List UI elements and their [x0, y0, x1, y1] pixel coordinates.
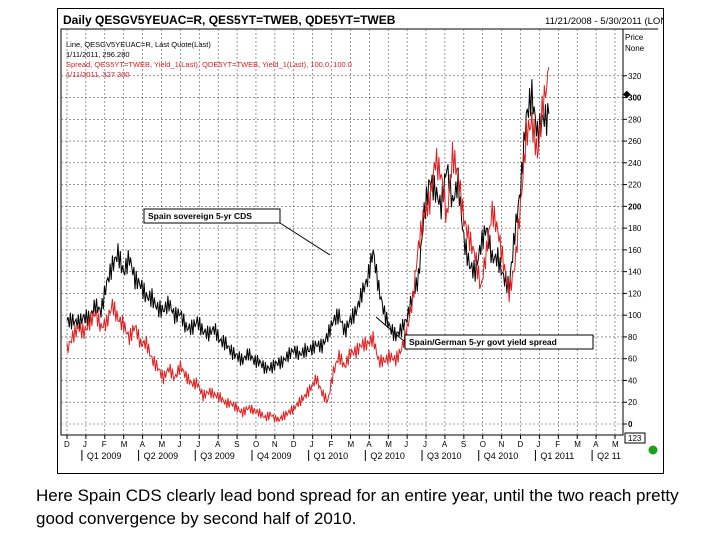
y-tick-label: 220	[628, 181, 642, 190]
x-month-label: J	[404, 440, 408, 449]
x-axis-ticks: D J F M A M J J A S O N D J F M A M J J A S O N D J F M A M Q1 2009 Q2 …	[64, 435, 621, 461]
y-tick-label: 140	[628, 268, 642, 277]
x-month-label: M	[158, 440, 165, 449]
x-month-label: N	[272, 440, 278, 449]
x-month-label: M	[385, 440, 392, 449]
chart-title: Daily QESGV5YEUAC=R, QES5YT=TWEB, QDE5YT…	[63, 13, 396, 27]
x-quarter-label: Q2 2009	[144, 451, 179, 461]
scale-box-label: 123	[628, 434, 642, 443]
price-label: Price	[625, 33, 644, 42]
x-month-label: F	[102, 440, 107, 449]
series-lines	[66, 66, 550, 423]
x-month-label: A	[140, 440, 146, 449]
cds-annotation-pointer	[279, 222, 331, 256]
x-month-label: A	[366, 440, 372, 449]
y-tick-label: 320	[628, 72, 642, 81]
chart-svg: Daily QESGV5YEUAC=R, QES5YT=TWEB, QDE5YT…	[60, 13, 663, 461]
x-month-label: J	[83, 440, 87, 449]
cds-annotation-text: Spain sovereign 5-yr CDS	[148, 211, 252, 221]
legend-cds-last: 1/11/2011, 296.280	[66, 50, 130, 59]
x-month-label: J	[310, 440, 314, 449]
y-tick-label: 120	[628, 289, 642, 298]
series-line-spread	[66, 66, 550, 423]
chart-frame: Daily QESGV5YEUAC=R, QES5YT=TWEB, QDE5YT…	[57, 8, 664, 474]
y-axis-ticks: 0 20 40 60 80 100 120 140 160 180 200 220 240 260 280 3…	[623, 72, 642, 429]
x-month-label: A	[442, 440, 448, 449]
x-quarter-label: Q4 2010	[484, 451, 519, 461]
y-tick-label: 260	[628, 137, 642, 146]
x-month-label: N	[499, 440, 505, 449]
y-tick-label: 200	[628, 202, 642, 211]
caption: Here Spain CDS clearly lead bond spread …	[36, 486, 679, 528]
y-tick-label: 300	[628, 94, 642, 103]
gridlines	[61, 29, 623, 435]
x-month-label: M	[121, 440, 128, 449]
x-month-label: F	[555, 440, 560, 449]
y-tick-label: 80	[628, 333, 637, 342]
diamond-icon: ◆	[623, 89, 631, 100]
x-month-label: A	[593, 440, 599, 449]
none-label: None	[625, 44, 645, 53]
x-quarter-label: Q1 2009	[87, 451, 122, 461]
legend-spread-last: 1/11/2011, 327.300	[66, 70, 130, 79]
y-tick-label: 0	[628, 420, 633, 429]
x-quarter-label: Q2 2010	[370, 451, 405, 461]
x-quarter-label: Q1 2010	[314, 451, 349, 461]
x-month-label: O	[253, 440, 259, 449]
y-tick-label: 40	[628, 376, 637, 385]
y-tick-label: 160	[628, 246, 642, 255]
x-month-label: F	[329, 440, 334, 449]
legend-line-cds: Line, QESGV5YEUAC=R, Last Quote(Last)	[66, 40, 211, 49]
x-quarter-label: Q3 2010	[427, 451, 462, 461]
x-month-label: S	[461, 440, 466, 449]
x-month-label: J	[196, 440, 200, 449]
x-quarter-label: Q4 2009	[257, 451, 292, 461]
x-quarter-label: Q2 11	[597, 451, 621, 461]
plot-area	[60, 28, 624, 436]
x-month-label: J	[536, 440, 540, 449]
y-tick-label: 180	[628, 224, 642, 233]
x-month-label: D	[518, 440, 524, 449]
scale-box	[624, 432, 646, 444]
date-range: 11/21/2008 - 5/30/2011 (LON)	[545, 16, 663, 27]
y-tick-label: 240	[628, 159, 642, 168]
cds-annotation-box	[143, 208, 281, 224]
y-tick-label: 100	[628, 311, 642, 320]
y-tick-label: 60	[628, 355, 637, 364]
x-month-label: D	[64, 440, 70, 449]
spread-annotation-text: Spain/German 5-yr govt yield spread	[409, 337, 557, 347]
x-quarter-label: Q1 2011	[540, 451, 574, 461]
x-month-label: M	[612, 440, 619, 449]
y-tick-label: 280	[628, 115, 642, 124]
x-month-label: J	[423, 440, 427, 449]
legend-line-spread: Spread, QES5YT=TWEB, Yield_1(Last), QDE5…	[66, 60, 352, 69]
x-month-label: S	[234, 440, 239, 449]
x-month-label: A	[215, 440, 221, 449]
spread-annotation-pointer	[375, 316, 406, 343]
x-month-label: O	[480, 440, 486, 449]
x-month-label: J	[177, 440, 181, 449]
x-month-label: D	[291, 440, 297, 449]
x-quarter-label: Q3 2009	[200, 451, 235, 461]
y-tick-label: 20	[628, 398, 637, 407]
status-dot-icon	[648, 445, 658, 455]
series-line-cds	[66, 79, 550, 374]
spread-annotation-box	[404, 334, 594, 350]
x-month-label: M	[574, 440, 581, 449]
x-month-label: M	[347, 440, 354, 449]
